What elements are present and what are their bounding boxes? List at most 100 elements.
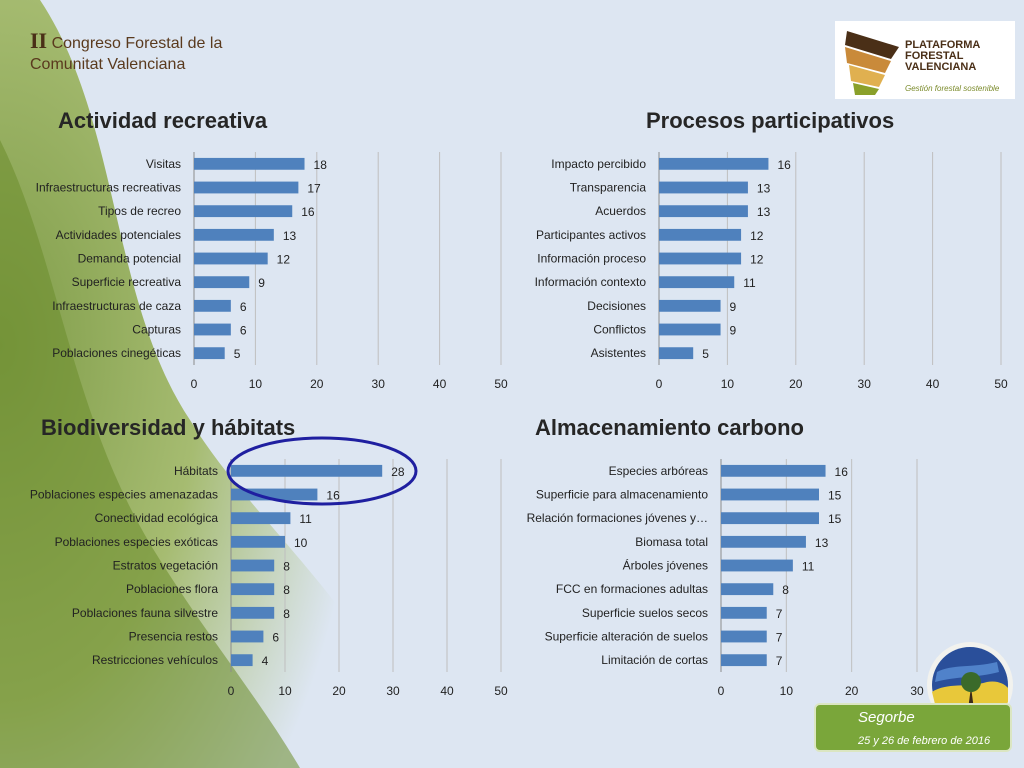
category-label-procesos: Decisiones [587, 299, 646, 313]
x-tick-label-carbono: 10 [780, 684, 794, 698]
value-label-biodiversidad: 11 [299, 512, 312, 526]
bar-procesos [659, 228, 742, 241]
chart-title-carbono: Almacenamiento carbono [535, 415, 804, 440]
plataforma-forestal-logo: PLATAFORMA FORESTAL VALENCIANA Gestión f… [835, 21, 1015, 99]
bar-procesos [659, 347, 694, 360]
value-label-biodiversidad: 28 [391, 465, 405, 479]
value-label-biodiversidad: 10 [294, 536, 308, 550]
x-tick-label-biodiversidad: 40 [440, 684, 454, 698]
bar-procesos [659, 299, 721, 312]
category-label-carbono: Superficie alteración de suelos [545, 630, 708, 644]
value-label-carbono: 7 [776, 631, 783, 645]
x-tick-label-procesos: 10 [721, 377, 735, 391]
x-tick-label-actividad: 10 [249, 377, 263, 391]
x-tick-label-actividad: 20 [310, 377, 324, 391]
bar-actividad [194, 157, 305, 170]
logo-line3: VALENCIANA [905, 61, 977, 73]
logo-line2: FORESTAL [905, 50, 964, 62]
x-tick-label-biodiversidad: 50 [494, 684, 508, 698]
value-label-carbono: 8 [782, 583, 789, 597]
x-tick-label-procesos: 0 [656, 377, 663, 391]
category-label-biodiversidad: Estratos vegetación [113, 559, 218, 573]
category-label-biodiversidad: Poblaciones especies amenazadas [30, 488, 218, 502]
category-label-actividad: Demanda potencial [78, 252, 181, 266]
value-label-procesos: 16 [777, 158, 791, 172]
category-label-actividad: Infraestructuras recreativas [36, 181, 181, 195]
bar-actividad [194, 323, 231, 336]
category-label-procesos: Conflictos [593, 323, 646, 337]
value-label-procesos: 5 [702, 347, 709, 361]
value-label-carbono: 7 [776, 654, 783, 668]
x-tick-label-procesos: 20 [789, 377, 803, 391]
bar-biodiversidad [231, 630, 264, 643]
bar-actividad [194, 181, 299, 194]
value-label-biodiversidad: 4 [262, 654, 269, 668]
chart-title-procesos: Procesos participativos [646, 108, 895, 133]
bar-procesos [659, 157, 769, 170]
value-label-procesos: 12 [750, 253, 764, 267]
value-label-procesos: 12 [750, 229, 764, 243]
bar-carbono [721, 559, 793, 572]
event-location-box: Segorbe 25 y 26 de febrero de 2016 [814, 703, 1012, 752]
category-label-biodiversidad: Restricciones vehículos [92, 653, 218, 667]
value-label-procesos: 9 [730, 300, 737, 314]
value-label-biodiversidad: 8 [283, 607, 290, 621]
x-tick-label-procesos: 50 [994, 377, 1008, 391]
category-label-procesos: Participantes activos [536, 228, 646, 242]
value-label-biodiversidad: 8 [283, 583, 290, 597]
category-label-actividad: Actividades potenciales [56, 228, 181, 242]
bar-carbono [721, 583, 774, 596]
x-tick-label-actividad: 30 [372, 377, 386, 391]
bar-carbono [721, 630, 767, 643]
bar-carbono [721, 464, 826, 477]
conference-title-line2: Comunitat Valenciana [30, 56, 186, 73]
category-label-actividad: Visitas [146, 157, 181, 171]
value-label-biodiversidad: 16 [326, 489, 340, 503]
bar-procesos [659, 181, 748, 194]
category-label-procesos: Asistentes [591, 346, 646, 360]
event-dates: 25 y 26 de febrero de 2016 [858, 735, 991, 747]
x-tick-label-biodiversidad: 30 [386, 684, 400, 698]
x-tick-label-carbono: 30 [910, 684, 924, 698]
category-label-actividad: Poblaciones cinegéticas [52, 346, 181, 360]
x-tick-label-carbono: 0 [718, 684, 725, 698]
category-label-carbono: Relación formaciones jóvenes y… [527, 511, 708, 525]
value-label-actividad: 17 [307, 182, 321, 196]
category-label-carbono: Limitación de cortas [601, 653, 708, 667]
x-tick-label-procesos: 30 [858, 377, 872, 391]
x-tick-label-carbono: 20 [845, 684, 859, 698]
value-label-procesos: 13 [757, 182, 771, 196]
category-label-carbono: Superficie para almacenamiento [536, 488, 708, 502]
bar-actividad [194, 276, 250, 289]
category-label-carbono: Superficie suelos secos [582, 606, 708, 620]
chart-title-biodiversidad: Biodiversidad y hábitats [41, 415, 296, 440]
bar-biodiversidad [231, 606, 275, 619]
value-label-procesos: 9 [730, 324, 737, 338]
bar-carbono [721, 606, 767, 619]
value-label-biodiversidad: 8 [283, 560, 290, 574]
logo-tagline: Gestión forestal sostenible [905, 84, 1000, 93]
category-label-biodiversidad: Hábitats [174, 464, 218, 478]
category-label-actividad: Tipos de recreo [98, 204, 181, 218]
category-label-procesos: Impacto percibido [551, 157, 646, 171]
value-label-carbono: 7 [776, 607, 783, 621]
category-label-biodiversidad: Poblaciones fauna silvestre [72, 606, 218, 620]
highlight-ellipse [226, 436, 418, 506]
category-label-procesos: Información contexto [535, 275, 647, 289]
value-label-procesos: 11 [743, 276, 756, 290]
bar-biodiversidad [231, 535, 285, 548]
value-label-actividad: 12 [277, 253, 291, 267]
x-tick-label-biodiversidad: 0 [228, 684, 235, 698]
value-label-actividad: 9 [258, 276, 265, 290]
bar-carbono [721, 488, 819, 501]
x-tick-label-biodiversidad: 20 [332, 684, 346, 698]
value-label-actividad: 13 [283, 229, 297, 243]
conference-title: II Congreso Forestal de la Comunitat Val… [30, 30, 222, 75]
bar-procesos [659, 323, 721, 336]
value-label-actividad: 6 [240, 300, 247, 314]
category-label-biodiversidad: Presencia restos [129, 630, 218, 644]
conference-roman-numeral: II [30, 28, 48, 53]
bar-actividad [194, 347, 225, 360]
category-label-procesos: Información proceso [537, 252, 646, 266]
